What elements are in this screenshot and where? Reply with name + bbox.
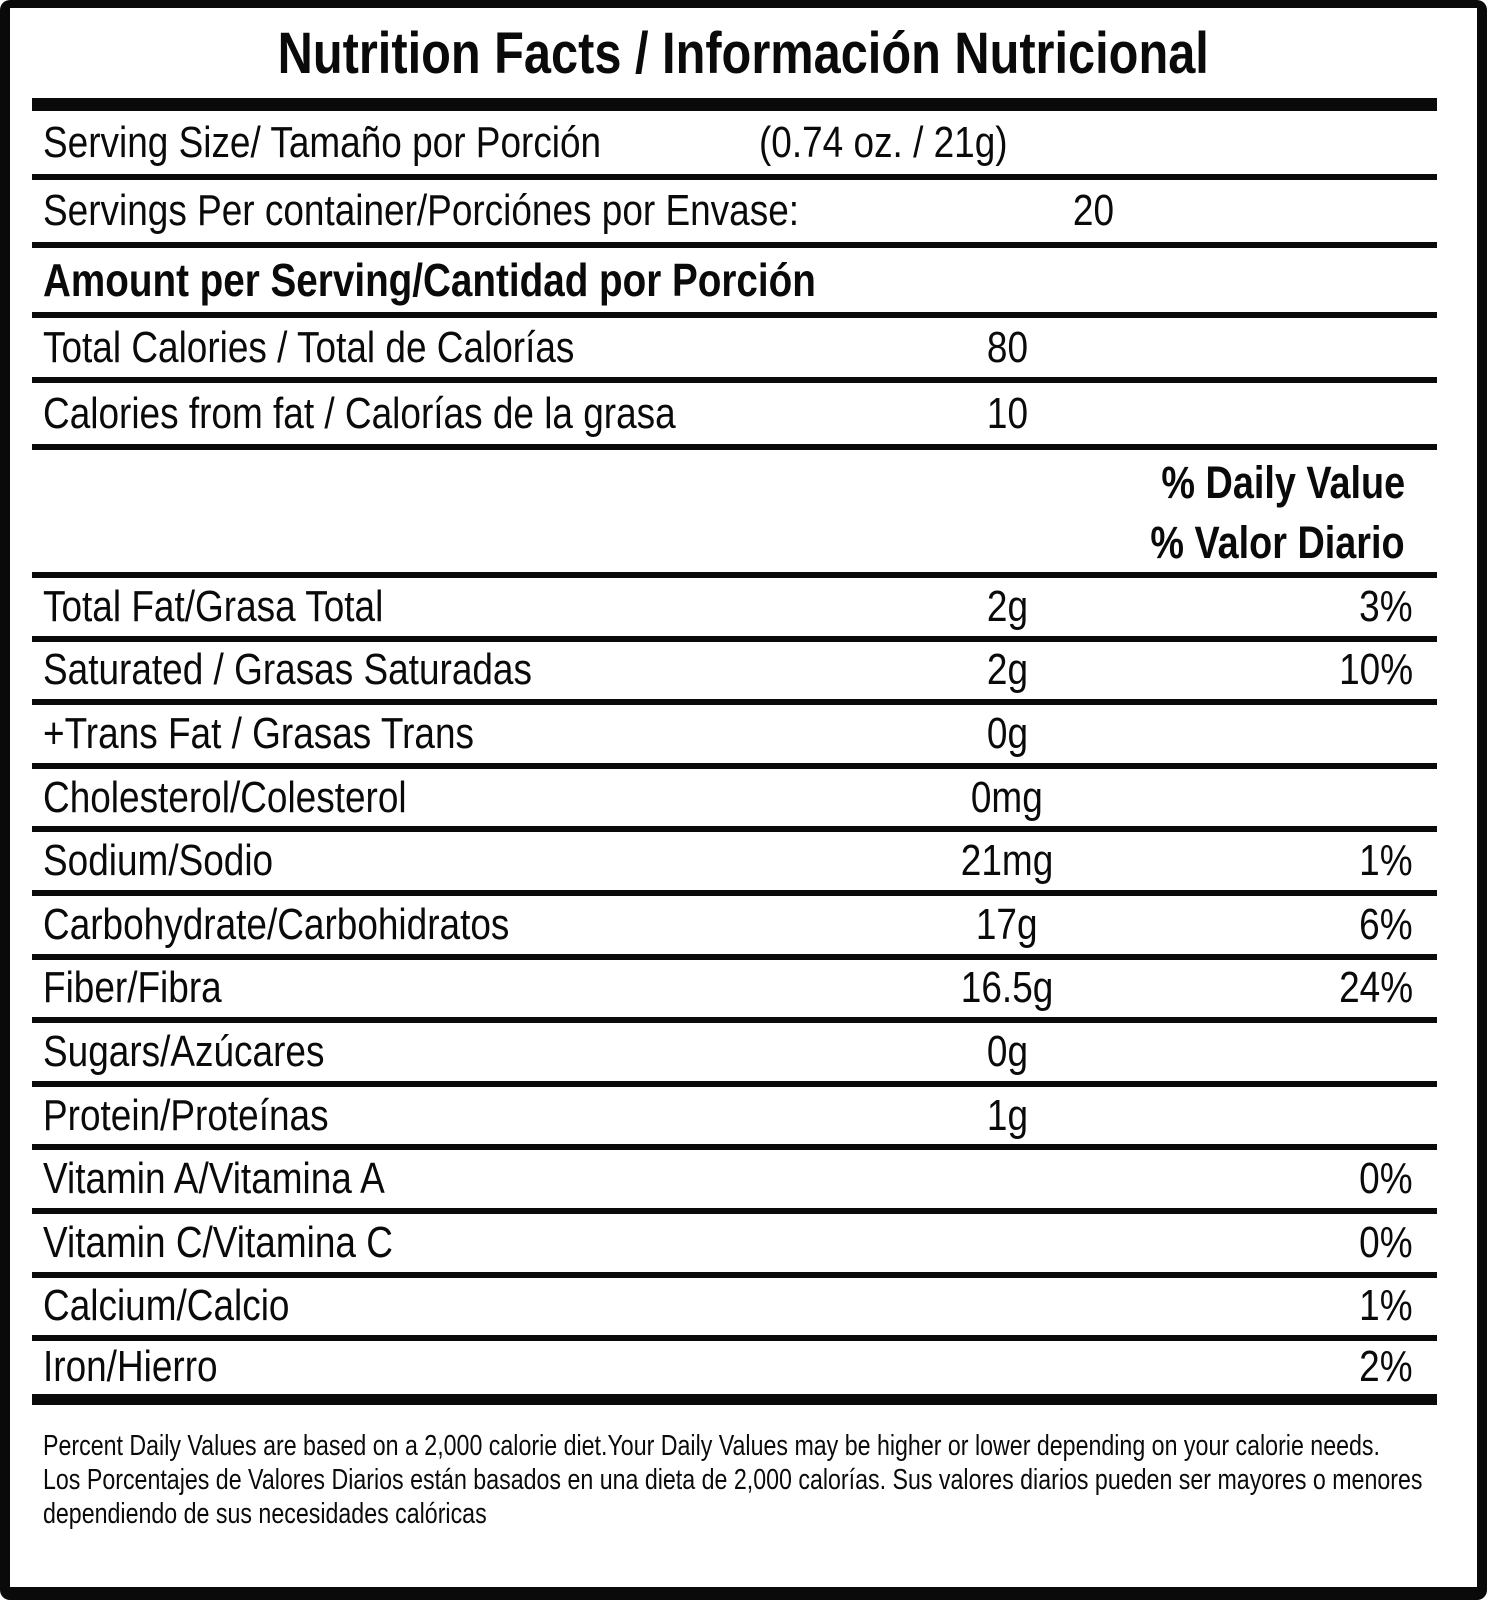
nutrient-row-cholesterol: Cholesterol/Colesterol 0mg: [32, 769, 1437, 833]
nutrient-row-sugars: Sugars/Azúcares 0g: [32, 1023, 1437, 1087]
calories-from-fat-row: Calories from fat / Calorías de la grasa…: [32, 383, 1437, 450]
nutrient-row-iron: Iron/Hierro 2%: [32, 1341, 1437, 1405]
amount-per-serving-header: Amount per Serving/Cantidad por Porción: [32, 248, 1437, 318]
nutrient-label: +Trans Fat / Grasas Trans: [43, 708, 474, 758]
nutrient-daily-value: 1%: [1359, 836, 1413, 886]
daily-value-header-es: % Valor Diario: [1150, 517, 1405, 568]
nutrient-daily-value: 2%: [1359, 1342, 1413, 1392]
calories-from-fat-value: 10: [986, 388, 1028, 438]
title-separator-bar: [32, 98, 1437, 111]
nutrient-amount: 2g: [986, 581, 1028, 631]
serving-size-row: Serving Size/ Tamaño por Porción (0.74 o…: [32, 111, 1437, 180]
nutrient-label: Protein/Proteínas: [43, 1090, 329, 1140]
nutrient-row-trans-fat: +Trans Fat / Grasas Trans 0g: [32, 705, 1437, 769]
label-title: Nutrition Facts / Información Nutriciona…: [10, 8, 1477, 98]
total-calories-value: 80: [986, 322, 1028, 372]
nutrient-label: Cholesterol/Colesterol: [43, 772, 407, 822]
total-calories-row: Total Calories / Total de Calorías 80: [32, 318, 1437, 383]
serving-size-label: Serving Size/ Tamaño por Porción: [43, 117, 602, 167]
nutrient-label: Calcium/Calcio: [43, 1281, 290, 1331]
servings-per-container-value: 20: [1072, 186, 1114, 235]
nutrient-amount: 21mg: [960, 836, 1054, 886]
daily-value-header-en: % Daily Value: [1161, 457, 1405, 508]
servings-per-container-row: Servings Per container/Porciónes por Env…: [32, 180, 1437, 248]
nutrient-row-saturated-fat: Saturated / Grasas Saturadas 2g 10%: [32, 642, 1437, 706]
nutrient-label: Sodium/Sodio: [43, 836, 274, 886]
nutrient-row-total-fat: Total Fat/Grasa Total 2g 3%: [32, 578, 1437, 642]
calories-from-fat-label: Calories from fat / Calorías de la grasa: [43, 388, 676, 438]
nutrient-label: Saturated / Grasas Saturadas: [43, 645, 532, 695]
nutrient-daily-value: 0%: [1359, 1217, 1413, 1267]
nutrient-row-calcium: Calcium/Calcio 1%: [32, 1278, 1437, 1342]
footnote-en: Percent Daily Values are based on a 2,00…: [43, 1429, 1380, 1462]
nutrient-row-fiber: Fiber/Fibra 16.5g 24%: [32, 960, 1437, 1024]
footnote-es: Los Porcentajes de Valores Diarios están…: [43, 1463, 1423, 1530]
servings-per-container-label: Servings Per container/Porciónes por Env…: [43, 186, 800, 235]
nutrient-amount: 0g: [986, 1026, 1028, 1076]
nutrient-daily-value: 0%: [1359, 1154, 1413, 1204]
nutrient-daily-value: 1%: [1359, 1281, 1413, 1331]
nutrient-amount: 0mg: [971, 772, 1043, 822]
nutrient-label: Fiber/Fibra: [43, 963, 222, 1013]
serving-size-value: (0.74 oz. / 21g): [759, 117, 1009, 167]
nutrient-label: Vitamin A/Vitamina A: [43, 1154, 385, 1204]
nutrient-label: Carbohydrate/Carbohidratos: [43, 899, 510, 949]
nutrient-row-vitamin-c: Vitamin C/Vitamina C 0%: [32, 1214, 1437, 1278]
nutrient-daily-value: 6%: [1359, 899, 1413, 949]
nutrient-amount: 1g: [986, 1090, 1028, 1140]
nutrient-label: Sugars/Azúcares: [43, 1026, 325, 1076]
nutrient-row-sodium: Sodium/Sodio 21mg 1%: [32, 832, 1437, 896]
nutrient-daily-value: 24%: [1339, 963, 1413, 1013]
nutrient-label: Iron/Hierro: [43, 1342, 218, 1392]
nutrient-amount: 17g: [976, 899, 1038, 949]
nutrient-label: Vitamin C/Vitamina C: [43, 1217, 393, 1267]
nutrient-daily-value: 3%: [1359, 581, 1413, 631]
nutrient-row-carbohydrate: Carbohydrate/Carbohidratos 17g 6%: [32, 896, 1437, 960]
label-title-text: Nutrition Facts / Información Nutriciona…: [277, 20, 1210, 86]
label-body: Serving Size/ Tamaño por Porción (0.74 o…: [32, 111, 1437, 1531]
nutrient-row-vitamin-a: Vitamin A/Vitamina A 0%: [32, 1150, 1437, 1214]
footnote: Percent Daily Values are based on a 2,00…: [32, 1405, 1437, 1531]
nutrient-daily-value: 10%: [1339, 645, 1413, 695]
nutrient-amount: 2g: [986, 645, 1028, 695]
nutrient-amount: 16.5g: [960, 963, 1054, 1013]
nutrient-row-protein: Protein/Proteínas 1g: [32, 1087, 1437, 1151]
daily-value-header: % Daily Value % Valor Diario: [32, 450, 1437, 578]
amount-per-serving-text: Amount per Serving/Cantidad por Porción: [43, 254, 816, 306]
nutrient-amount: 0g: [986, 708, 1028, 758]
total-calories-label: Total Calories / Total de Calorías: [43, 322, 575, 372]
nutrient-label: Total Fat/Grasa Total: [43, 581, 384, 631]
